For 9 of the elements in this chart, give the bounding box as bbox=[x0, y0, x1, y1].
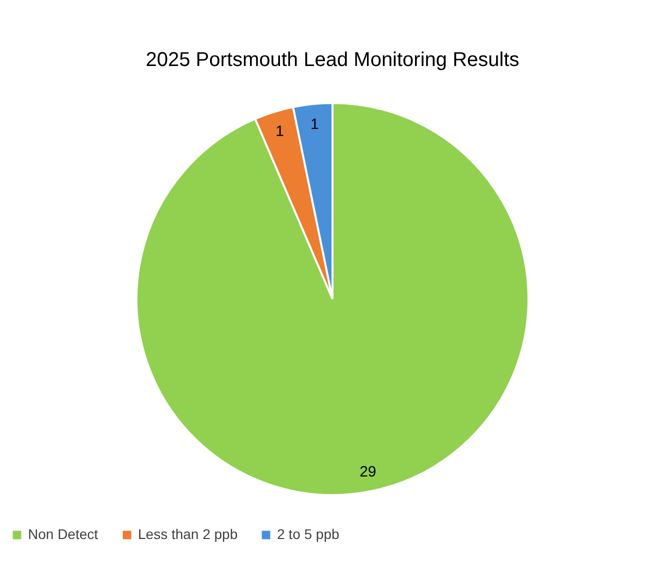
data-label: 1 bbox=[310, 116, 319, 133]
legend-label: Non Detect bbox=[28, 526, 98, 542]
legend-label: 2 to 5 ppb bbox=[277, 526, 340, 542]
chart-title: 2025 Portsmouth Lead Monitoring Results bbox=[146, 49, 520, 71]
pie-slice bbox=[136, 102, 530, 496]
data-label: 1 bbox=[276, 123, 284, 140]
legend-label: Less than 2 ppb bbox=[138, 526, 238, 542]
pie-slice bbox=[254, 106, 334, 300]
data-label: 29 bbox=[360, 463, 376, 480]
